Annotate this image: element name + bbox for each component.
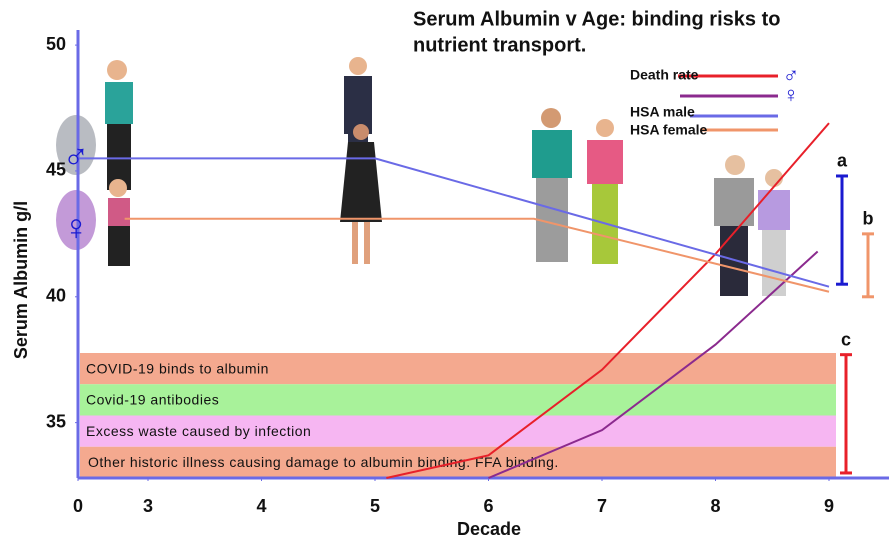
x-axis-label: Decade [457, 519, 521, 539]
x-tick-label: 0 [73, 496, 83, 516]
illustrations [56, 57, 790, 296]
legend-symbol: ♀ [783, 82, 800, 107]
x-tick-label: 9 [824, 496, 834, 516]
y-tick-label: 50 [46, 34, 66, 54]
female-icon: ♀ [63, 207, 90, 248]
x-tick-label: 4 [256, 496, 266, 516]
y-tick-label: 35 [46, 411, 66, 431]
band-label: Other historic illness causing damage to… [88, 454, 559, 470]
y-axis-label: Serum Albumin g/l [11, 201, 31, 359]
chart-title: nutrient transport. [413, 34, 586, 56]
band-label: Covid-19 antibodies [86, 392, 219, 408]
x-tick-label: 6 [483, 496, 493, 516]
legend-label: Death rate [630, 67, 699, 83]
chart: Serum Albumin v Age: binding risks to nu… [0, 0, 889, 541]
x-tick-label: 7 [597, 496, 607, 516]
x-tick-label: 3 [143, 496, 153, 516]
chart-title: Serum Albumin v Age: binding risks to [413, 8, 780, 30]
x-tick-label: 8 [710, 496, 720, 516]
legend-label: HSA male [630, 104, 695, 120]
bracket-label: b [863, 209, 874, 229]
band-label: COVID-19 binds to albumin [86, 360, 269, 376]
legend-label: HSA female [630, 122, 708, 138]
bracket-label: c [841, 329, 851, 349]
male-icon: ♂ [63, 135, 90, 176]
band-label: Excess waste caused by infection [86, 423, 311, 439]
y-tick-label: 40 [46, 286, 66, 306]
x-tick-label: 5 [370, 496, 380, 516]
bracket-label: a [837, 151, 848, 171]
